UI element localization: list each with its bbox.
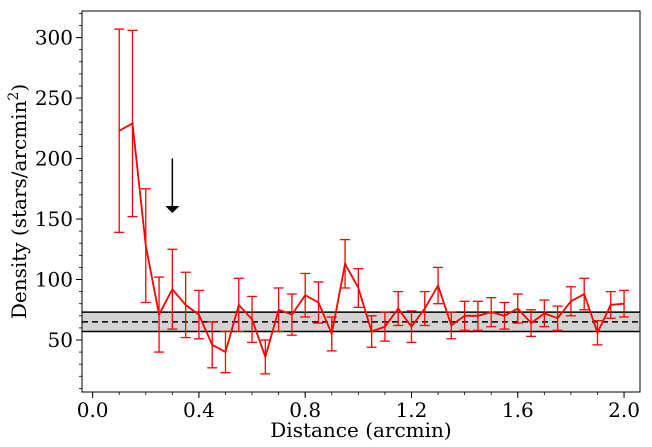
density-line-layer	[118, 122, 625, 360]
x-tick-label: 0.0	[77, 398, 109, 422]
data-point	[570, 300, 572, 303]
data-point	[291, 313, 293, 316]
data-point	[423, 307, 426, 310]
x-tick-label: 0.8	[289, 398, 321, 422]
data-point	[237, 304, 240, 306]
data-point	[384, 325, 386, 328]
background-band-fill	[82, 312, 640, 332]
y-axis-title: Density (stars/arcmin2)	[6, 84, 31, 319]
x-axis-title: Distance (arcmin)	[270, 418, 451, 442]
data-point	[477, 315, 479, 317]
data-point	[330, 333, 333, 335]
data-point	[596, 331, 599, 334]
data-point	[171, 288, 174, 290]
plot-frame	[81, 10, 641, 393]
x-tick-label: 2.0	[608, 398, 640, 422]
data-point	[437, 284, 439, 287]
data-point	[211, 344, 213, 346]
x-tick-label: 1.6	[502, 398, 534, 422]
data-point	[609, 304, 612, 306]
data-point	[118, 129, 120, 132]
data-point	[198, 313, 200, 316]
data-point	[344, 262, 346, 265]
y-tick-label: 150	[35, 207, 73, 231]
axis-ticks-layer: 0.0 0.4 0.8 1.2 1.6 2.0 50 100 150 200 250 300	[35, 13, 640, 422]
data-point	[184, 304, 187, 306]
y-tick-label: 200	[35, 147, 73, 171]
y-axis-title-superscript: 2	[6, 92, 22, 101]
y-tick-label: 250	[35, 86, 73, 110]
data-point	[503, 315, 506, 317]
x-tick-label: 1.2	[396, 398, 428, 422]
data-point	[264, 356, 267, 358]
data-point	[144, 244, 147, 247]
y-axis-title-close: )	[7, 84, 31, 92]
data-point	[623, 302, 625, 305]
data-point	[543, 312, 546, 315]
data-point	[530, 322, 532, 324]
data-point	[304, 294, 307, 297]
data-point	[516, 307, 519, 310]
background-density-band-layer	[82, 311, 640, 333]
data-point	[556, 317, 559, 320]
data-point	[370, 330, 373, 333]
y-axis-title-main: Density (stars/arcmin	[7, 100, 31, 319]
data-point	[450, 324, 453, 327]
data-point	[224, 351, 227, 353]
data-point	[410, 325, 413, 328]
data-point	[131, 122, 134, 125]
data-point	[357, 287, 360, 289]
data-point	[317, 301, 320, 304]
data-point	[277, 308, 280, 311]
x-tick-label: 0.4	[183, 398, 215, 422]
data-point	[251, 318, 253, 321]
data-point	[583, 293, 585, 295]
y-tick-label: 300	[35, 26, 73, 50]
data-point	[158, 313, 160, 316]
data-point	[463, 315, 466, 317]
y-tick-label: 50	[48, 328, 73, 352]
data-point	[397, 307, 400, 310]
arrow-head	[165, 205, 180, 213]
y-tick-label: 100	[35, 268, 73, 292]
arrow-marker-layer	[165, 158, 180, 213]
data-point	[490, 311, 493, 313]
